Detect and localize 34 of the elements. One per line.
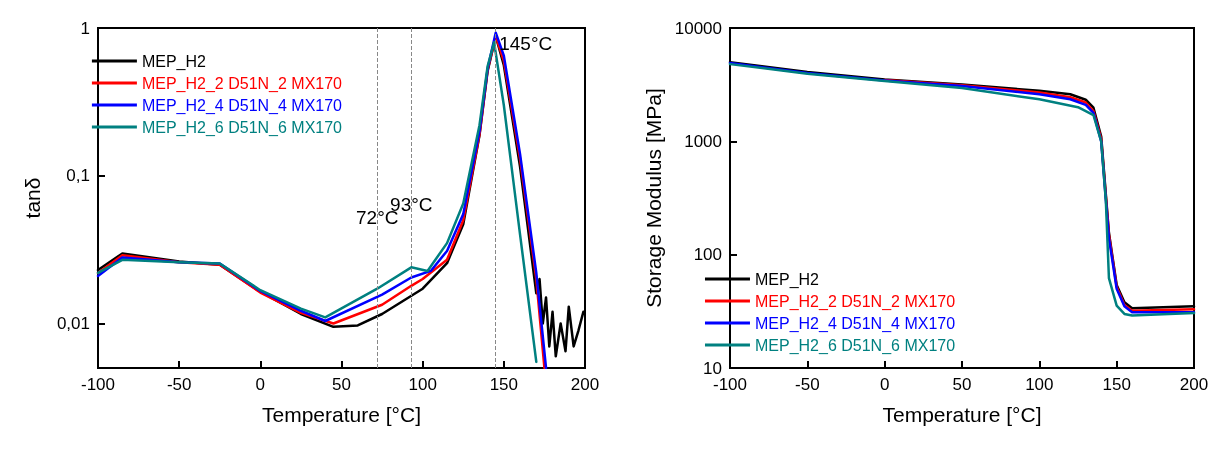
x-tick-label: 0 xyxy=(879,375,890,394)
y-tick-label: 0,1 xyxy=(66,166,90,186)
x-tick-label: 200 xyxy=(570,375,600,394)
ref-line-label: 145°C xyxy=(499,33,553,54)
y-tick-label: 10 xyxy=(703,358,722,378)
x-axis-title: Temperature [°C] xyxy=(882,403,1042,426)
legend-label: MEP_H2 xyxy=(754,270,820,289)
y-tick-label: 1000 xyxy=(684,131,722,151)
x-tick-label: -50 xyxy=(166,375,192,394)
x-tick-label: 100 xyxy=(1025,375,1054,394)
x-tick-label: 100 xyxy=(408,375,437,394)
x-tick-label: -100 xyxy=(80,375,116,394)
x-tick-label: -100 xyxy=(712,375,748,394)
x-tick-label: 150 xyxy=(489,375,519,394)
x-tick-label: 50 xyxy=(332,375,351,394)
legend-label: MEP_H2_4 D51N_4 MX170 xyxy=(141,96,343,115)
x-tick-label: 0 xyxy=(255,375,266,394)
legend-label: MEP_H2 xyxy=(141,52,207,71)
legend-label: MEP_H2_4 D51N_4 MX170 xyxy=(754,314,956,333)
legend-label: MEP_H2_6 D51N_6 MX170 xyxy=(141,118,343,137)
legend-label: MEP_H2_2 D51N_2 MX170 xyxy=(754,292,956,311)
legend-label: MEP_H2_6 D51N_6 MX170 xyxy=(754,336,956,355)
x-tick-label: 150 xyxy=(1102,375,1131,394)
x-tick-label: -50 xyxy=(795,375,820,394)
x-axis-title: Temperature [°C] xyxy=(262,403,421,426)
x-tick-label: 50 xyxy=(952,375,972,394)
y-tick-label: 1 xyxy=(80,18,90,38)
y-tick-label: 0,01 xyxy=(56,314,90,334)
y-tick-label: 100 xyxy=(693,245,722,265)
legend-label: MEP_H2_2 D51N_2 MX170 xyxy=(141,74,343,93)
y-tick-label: 10000 xyxy=(674,18,722,38)
y-axis-title: Storage Modulus [MPa] xyxy=(641,88,665,308)
x-tick-label: 200 xyxy=(1179,375,1209,394)
y-axis-title: tanδ xyxy=(21,177,44,219)
